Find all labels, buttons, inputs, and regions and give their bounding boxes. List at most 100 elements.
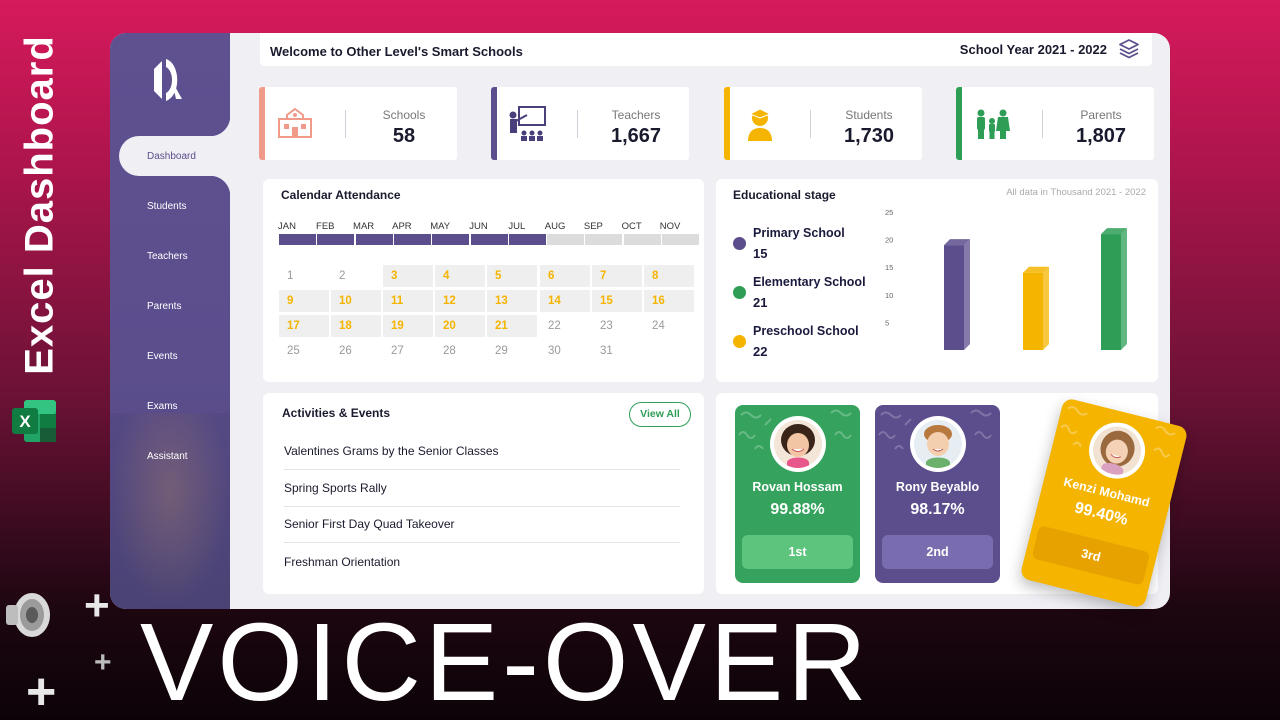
calendar-day[interactable]: 28 [443,345,456,357]
month-attendance-bar [662,234,699,245]
svg-text:X: X [19,412,31,431]
kpi-value: 58 [392,125,416,147]
student-avatar-girl [1087,421,1147,480]
legend-dot [733,237,746,250]
calendar-day[interactable]: 20 [435,315,485,337]
legend-value: 15 [753,246,768,261]
school-year: School Year 2021 - 2022 [959,42,1107,57]
chart-bar[interactable] [944,239,970,350]
sidebar-item-assistant[interactable]: Assistant [147,451,188,462]
confetti-decoration [878,409,992,450]
month-attendance-bar [623,234,661,245]
calendar-day[interactable]: 16 [644,290,694,312]
calendar-day[interactable]: 24 [652,320,665,332]
calendar-day[interactable]: 25 [287,345,300,357]
view-all-button[interactable]: View All [629,402,691,427]
calendar-day[interactable]: 31 [600,345,613,357]
month-label: OCT [621,221,642,232]
calendar-day[interactable]: 13 [487,290,537,312]
calendar-day[interactable]: 6 [540,265,590,287]
attendance-title: Calendar Attendance [281,188,401,202]
calendar-day[interactable]: 17 [279,315,329,337]
chart-bar[interactable] [1101,228,1127,350]
calendar-day[interactable]: 29 [495,345,508,357]
sidebar-item-parents[interactable]: Parents [147,301,182,312]
month-attendance-bar [470,234,508,245]
sidebar-item-events[interactable]: Events [147,351,178,362]
month-label: APR [392,221,412,232]
calendar-day[interactable]: 4 [435,265,485,287]
calendar-day[interactable]: 9 [279,290,329,312]
kpi-value: 1,730 [843,125,895,147]
rank-place-button[interactable]: 3rd [1031,525,1151,586]
legend-dot [733,335,746,348]
y-tick-label: 15 [885,263,893,272]
rank-score: 99.88% [770,501,825,518]
calendar-day[interactable]: 27 [391,345,404,357]
month-label: AUG [544,221,566,232]
side-title: Excel Dashboard [17,35,62,375]
calendar-day[interactable]: 19 [383,315,433,337]
kpi-parents[interactable]: Parents 1,807 [956,87,1154,160]
calendar-day[interactable]: 18 [331,315,381,337]
calendar-day[interactable]: 5 [487,265,537,287]
layers-icon[interactable] [1118,38,1140,60]
rank-place-button[interactable]: 1st [742,535,853,569]
kpi-schools[interactable]: Schools 58 [259,87,457,160]
month-attendance-bar [585,234,623,245]
month-label: SEP [583,221,603,232]
sidebar-item-teachers[interactable]: Teachers [147,251,188,262]
y-tick-label: 25 [885,208,893,217]
sidebar-item-students[interactable]: Students [147,201,187,212]
kpi-divider [345,110,346,138]
sidebar-item-exams[interactable]: Exams [147,401,178,412]
educational-title: Educational stage [733,188,836,202]
chart-bar[interactable] [1023,266,1049,350]
legend-name: Primary School [753,226,845,240]
kpi-label: Students [845,108,893,122]
student-avatar-boy [914,420,962,468]
month-label: JUL [508,221,526,232]
activity-item[interactable]: Senior First Day Quad Takeover [284,506,680,543]
rank-card-third[interactable]: Kenzi Mohamd 99.40% 3rd [1019,397,1189,609]
calendar-day[interactable]: 15 [592,290,642,312]
calendar-day[interactable]: 3 [383,265,433,287]
avatar [770,416,826,472]
kpi-divider [577,110,578,138]
month-label: MAY [430,221,451,232]
calendar-day[interactable]: 26 [339,345,352,357]
month-attendance-bar [432,234,470,245]
calendar-day[interactable]: 21 [487,315,537,337]
kpi-students[interactable]: Students 1,730 [724,87,922,160]
calendar-day[interactable]: 23 [600,320,613,332]
calendar-day[interactable]: 11 [383,290,433,312]
y-tick-label: 10 [885,291,893,300]
kpi-divider [810,110,811,138]
plus-icon: + [94,646,112,679]
month-attendance-bar [547,234,585,245]
welcome-title: Welcome to Other Level's Smart Schools [270,44,523,59]
rank-place-button[interactable]: 2nd [882,535,993,569]
legend-name: Preschool School [753,324,859,338]
activity-item[interactable]: Valentines Grams by the Senior Classes [284,433,680,470]
calendar-day[interactable]: 8 [644,265,694,287]
kpi-label: Schools [382,108,426,122]
confetti-decoration [1060,406,1176,458]
calendar-day[interactable]: 10 [331,290,381,312]
calendar-day[interactable]: 2 [339,270,346,282]
rank-card-second[interactable]: Rony Beyablo 98.17% 2nd [875,405,1000,583]
calendar-day[interactable]: 1 [287,270,294,282]
nav-active-highlight [119,116,230,196]
calendar-day[interactable]: 12 [435,290,485,312]
activity-item[interactable]: Freshman Orientation [284,555,401,569]
calendar-day[interactable]: 7 [592,265,642,287]
sidebar-item-dashboard[interactable]: Dashboard [147,151,196,162]
rank-card-first[interactable]: Rovan Hossam 99.88% 1st [735,405,860,583]
kpi-teachers[interactable]: Teachers 1,667 [491,87,689,160]
month-attendance-bar [317,234,355,245]
calendar-day[interactable]: 22 [548,320,561,332]
calendar-day[interactable]: 14 [540,290,590,312]
calendar-day[interactable]: 30 [548,345,561,357]
activity-item[interactable]: Spring Sports Rally [284,470,680,507]
month-label: MAR [353,221,375,232]
